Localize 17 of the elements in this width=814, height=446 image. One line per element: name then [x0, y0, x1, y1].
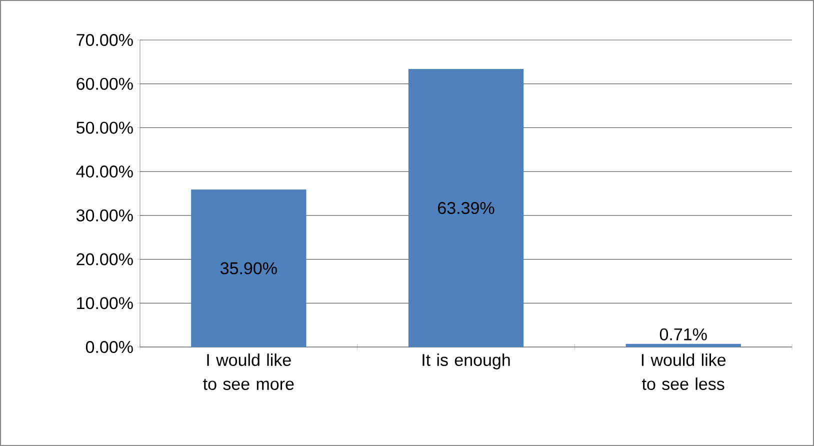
x-tick-label: I would like to see more	[203, 354, 294, 390]
y-tick-label: 10.00%	[77, 297, 133, 310]
y-tick-label: 30.00%	[76, 209, 133, 222]
y-tick-label: 60.00%	[76, 78, 133, 90]
bar	[626, 344, 741, 347]
bar	[191, 190, 306, 347]
y-tick-label: 70.00%	[76, 34, 133, 46]
bar	[408, 68, 524, 347]
x-tick-label: I would like to see less	[642, 354, 726, 390]
data-label: 63.39%	[438, 202, 494, 214]
data-label: 35.90%	[220, 262, 277, 274]
data-label: 0.71%	[660, 328, 707, 340]
y-tick-label: 50.00%	[76, 122, 133, 134]
x-tick-label: It is enough	[422, 354, 510, 370]
y-tick-label: 20.00%	[76, 253, 133, 266]
y-tick-label: 40.00%	[76, 166, 133, 178]
y-tick-label: 0.00%	[86, 340, 133, 354]
